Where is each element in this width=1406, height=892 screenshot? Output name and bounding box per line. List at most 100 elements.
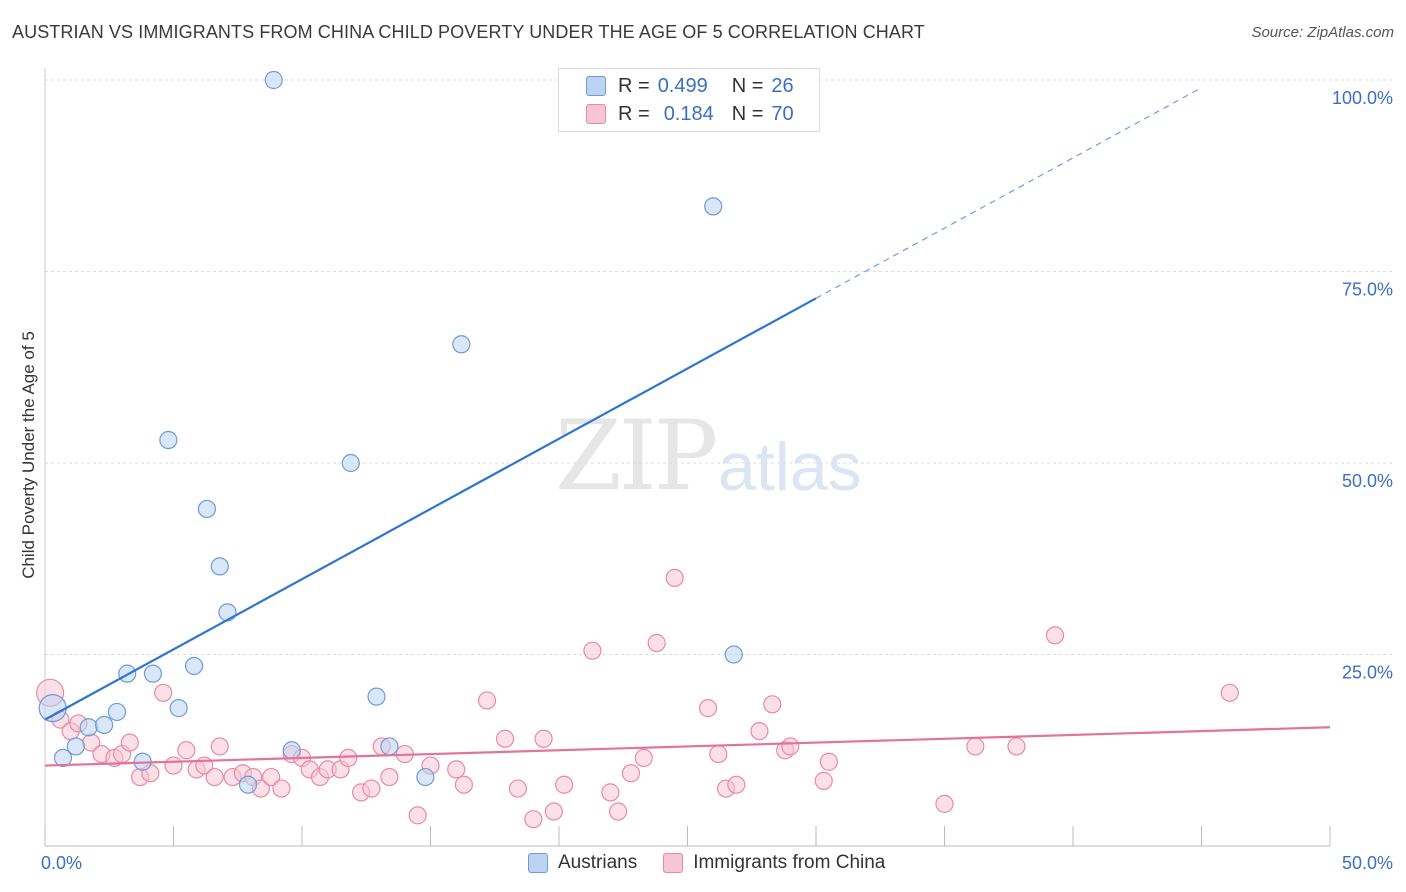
- tick-labels: 25.0% 50.0% 75.0% 100.0% 0.0% 50.0%: [41, 88, 1393, 873]
- legend-row-austrians: R = 0.499 N = 26: [559, 73, 794, 99]
- data-point: [1007, 737, 1026, 756]
- data-point: [1045, 626, 1065, 645]
- data-point: [95, 715, 114, 735]
- data-point: [447, 760, 466, 779]
- data-point: [634, 748, 653, 768]
- n-value-china: 70: [771, 102, 794, 125]
- blue-swatch: [528, 853, 548, 873]
- y-tick-label: 75.0%: [1342, 280, 1393, 300]
- data-point: [159, 430, 178, 450]
- data-point: [1220, 683, 1239, 702]
- n-label: N =: [731, 102, 764, 125]
- data-point: [169, 699, 188, 718]
- data-point: [763, 695, 782, 714]
- r-label: R =: [618, 102, 650, 125]
- data-point: [197, 499, 217, 519]
- data-point: [704, 197, 723, 216]
- r-value-china: 0.184: [663, 102, 714, 125]
- austrians-trend-line: [44, 297, 817, 721]
- data-point: [724, 645, 743, 664]
- data-point: [272, 779, 291, 798]
- china-trend-line: [44, 726, 1331, 767]
- gridlines: [45, 79, 1395, 655]
- data-point: [339, 748, 358, 768]
- data-point: [164, 756, 183, 775]
- legend-row-china: R = 0.184 N = 70: [559, 101, 794, 127]
- data-point: [341, 453, 360, 473]
- data-point: [709, 744, 728, 764]
- y-tick-label: 25.0%: [1342, 663, 1393, 683]
- n-value-austrians: 26: [771, 74, 794, 97]
- data-point: [380, 737, 399, 756]
- n-label: N =: [731, 74, 764, 97]
- data-point: [38, 694, 67, 723]
- data-point: [819, 752, 838, 771]
- data-point: [665, 568, 684, 588]
- data-point: [524, 810, 543, 829]
- data-point: [380, 767, 399, 787]
- legend-label-austrians: Austrians: [558, 852, 638, 873]
- data-point: [262, 767, 281, 787]
- data-point: [935, 794, 954, 813]
- data-point: [583, 641, 602, 660]
- watermark-zip: ZIP: [555, 400, 718, 512]
- data-point: [609, 802, 628, 821]
- austrians-trend-extension: [815, 87, 1202, 299]
- pink-swatch: [663, 853, 684, 873]
- x-tick-label: 0.0%: [41, 853, 82, 873]
- r-value-austrians: 0.499: [657, 74, 708, 97]
- data-point: [184, 656, 204, 676]
- data-point: [750, 721, 769, 741]
- data-point: [781, 737, 800, 756]
- data-point: [218, 603, 237, 622]
- data-point: [120, 733, 139, 752]
- blue-swatch: [586, 76, 606, 96]
- data-point: [53, 748, 73, 768]
- data-point: [647, 633, 666, 653]
- y-tick-label: 100.0%: [1332, 88, 1393, 108]
- data-point: [238, 775, 258, 794]
- series-legend: Austrians Immigrants from China: [528, 852, 911, 874]
- data-point: [66, 737, 85, 756]
- data-point: [555, 775, 574, 794]
- austrians-points: [38, 70, 743, 794]
- data-point: [79, 718, 98, 737]
- data-point: [544, 802, 563, 821]
- data-point: [601, 783, 620, 802]
- data-point: [107, 702, 127, 722]
- data-point: [727, 775, 746, 794]
- data-point: [814, 771, 833, 790]
- data-point: [495, 729, 515, 748]
- data-point: [205, 767, 224, 787]
- data-point: [534, 729, 553, 748]
- trend-lines: [44, 87, 1331, 767]
- watermark-atlas: atlas: [718, 429, 862, 505]
- data-point: [621, 764, 641, 783]
- data-point: [454, 775, 474, 794]
- data-point: [452, 335, 471, 354]
- chart-title: AUSTRIAN VS IMMIGRANTS FROM CHINA CHILD …: [12, 22, 925, 42]
- data-point: [698, 699, 718, 718]
- pink-swatch: [586, 104, 606, 124]
- data-point: [362, 779, 381, 798]
- data-point: [154, 683, 173, 702]
- immigrants-from-china-points: [36, 568, 1239, 829]
- data-point: [143, 664, 163, 683]
- legend-label-china: Immigrants from China: [693, 852, 886, 873]
- data-point: [477, 691, 497, 710]
- source-label: Source: ZipAtlas.com: [1251, 24, 1394, 41]
- legend-item-austrians[interactable]: Austrians: [528, 852, 637, 874]
- data-point: [408, 806, 427, 825]
- correlation-legend: R = 0.499 N = 26 R = 0.184 N = 70: [558, 68, 820, 132]
- data-point: [177, 741, 196, 760]
- x-tick-label: 50.0%: [1342, 853, 1393, 873]
- data-point: [210, 557, 229, 576]
- r-label: R =: [618, 74, 650, 97]
- legend-item-china[interactable]: Immigrants from China: [663, 852, 885, 874]
- data-point: [416, 767, 435, 787]
- axes: [44, 68, 1331, 847]
- y-tick-label: 50.0%: [1342, 471, 1393, 491]
- data-point: [264, 70, 283, 90]
- data-point: [282, 741, 301, 760]
